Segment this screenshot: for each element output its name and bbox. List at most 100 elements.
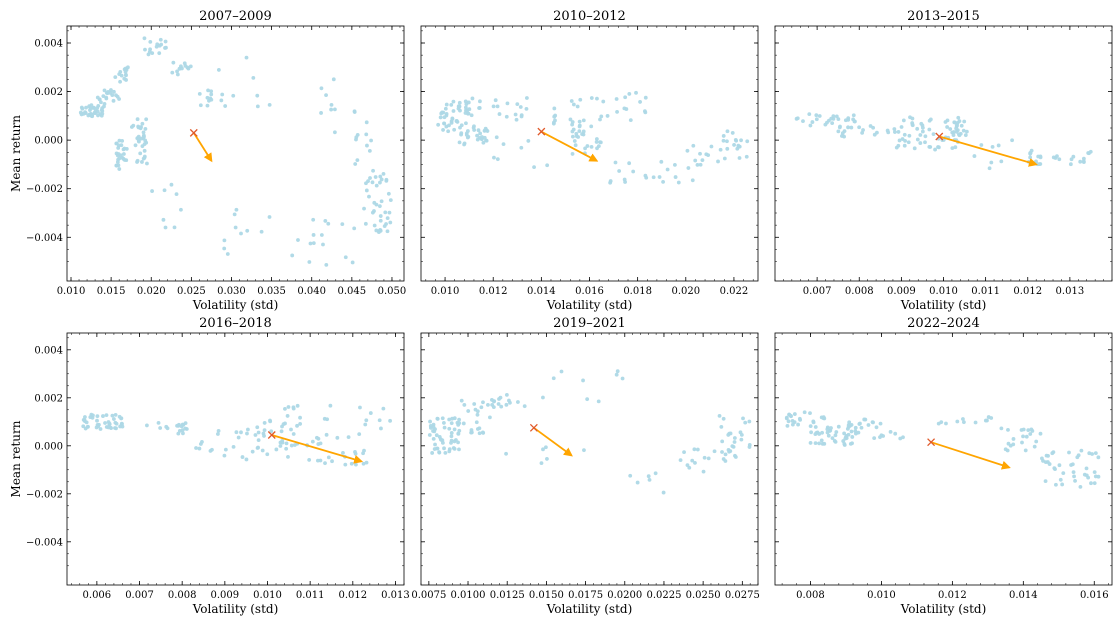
scatter-point	[434, 433, 439, 438]
scatter-points	[78, 36, 393, 267]
scatter-point	[236, 435, 241, 440]
scatter-point	[598, 117, 602, 122]
scatter-point	[427, 433, 432, 437]
x-tick-label: 0.012	[338, 590, 367, 601]
x-tick-label: 0.006	[83, 590, 112, 601]
scatter-point	[893, 431, 898, 436]
scatter-point	[123, 66, 128, 71]
scatter-point	[431, 425, 436, 430]
scatter-point	[181, 422, 186, 427]
scatter-point	[790, 422, 795, 427]
scatter-point	[232, 212, 237, 217]
scatter-point	[1073, 479, 1077, 483]
scatter-point	[124, 158, 129, 163]
scatter-point	[945, 125, 950, 129]
scatter-point	[1011, 442, 1016, 447]
scatter-point	[482, 128, 487, 133]
y-tick-label: 0.004	[34, 39, 63, 50]
scatter-point	[456, 440, 460, 445]
mean-marker	[189, 128, 198, 137]
scatter-point	[614, 97, 619, 101]
scatter-point	[623, 180, 627, 184]
scatter-point	[99, 108, 104, 113]
scatter-point	[175, 423, 179, 428]
scatter-point	[83, 415, 87, 419]
scatter-point	[821, 415, 826, 420]
scatter-points	[81, 403, 392, 467]
scatter-point	[435, 446, 440, 451]
scatter-point	[477, 431, 482, 436]
scatter-point	[463, 105, 468, 110]
scatter-point	[514, 117, 519, 122]
scatter-point	[1011, 437, 1016, 441]
scatter-point	[923, 140, 927, 145]
scatter-point	[857, 422, 862, 426]
scatter-point	[307, 458, 312, 462]
scatter-point	[457, 100, 462, 105]
scatter-point	[97, 97, 102, 102]
scatter-point	[330, 459, 334, 464]
scatter-point	[144, 117, 149, 122]
scatter-point	[135, 160, 139, 164]
scatter-point	[99, 100, 103, 105]
scatter-point	[723, 452, 728, 457]
scatter-point	[733, 455, 738, 459]
scatter-point	[874, 425, 879, 430]
scatter-point	[853, 119, 857, 124]
scatter-point	[817, 114, 822, 118]
scatter-point	[142, 148, 147, 153]
direction-arrow	[930, 441, 1011, 470]
scatter-point	[901, 435, 905, 440]
scatter-point	[745, 139, 750, 144]
scatter-point	[589, 144, 594, 149]
scatter-point	[444, 102, 449, 107]
scatter-point	[104, 95, 109, 100]
scatter-point	[577, 129, 582, 134]
scatter-point	[377, 228, 382, 233]
scatter-point	[505, 101, 510, 106]
scatter-point	[363, 221, 368, 226]
x-tick-label: 0.007	[803, 286, 832, 297]
scatter-point	[830, 121, 835, 126]
scatter-point	[350, 260, 355, 265]
scatter-point	[488, 415, 492, 420]
scatter-point	[428, 419, 432, 424]
scatter-point	[956, 115, 961, 120]
scatter-point	[747, 419, 752, 424]
scatter-point	[255, 425, 260, 430]
scatter-point	[91, 105, 96, 110]
scatter-point	[324, 432, 329, 437]
scatter-point	[797, 416, 802, 421]
scatter-point	[504, 402, 509, 407]
scatter-point	[367, 194, 371, 199]
x-axis-label: Volatility (std)	[192, 602, 279, 616]
scatter-point	[179, 207, 183, 212]
scatter-point	[1040, 456, 1044, 461]
scatter-point	[442, 425, 447, 430]
scatter-point	[354, 137, 358, 142]
scatter-point	[1057, 157, 1062, 162]
scatter-point	[388, 198, 393, 203]
scatter-point	[457, 140, 462, 145]
scatter-point	[834, 114, 839, 119]
scatter-point	[492, 155, 496, 160]
scatter-point	[464, 102, 469, 107]
scatter-point	[120, 424, 125, 429]
x-tick-label: 0.011	[296, 590, 325, 601]
x-tick-label: 0.010	[253, 590, 282, 601]
scatter-point	[311, 217, 316, 222]
scatter-point	[118, 79, 122, 84]
scatter-point	[701, 469, 706, 474]
scatter-point	[1029, 427, 1034, 432]
scatter-point	[284, 446, 289, 451]
scatter-point	[478, 131, 483, 136]
scatter-point	[605, 114, 610, 118]
scatter-point	[362, 206, 366, 211]
x-tick-label: 0.0225	[646, 590, 681, 601]
x-tick-label: 0.008	[796, 590, 825, 601]
scatter-point	[451, 446, 456, 450]
scatter-point	[268, 418, 272, 423]
scatter-point	[1067, 450, 1071, 455]
scatter-point	[278, 444, 283, 448]
scatter-point	[551, 121, 556, 126]
